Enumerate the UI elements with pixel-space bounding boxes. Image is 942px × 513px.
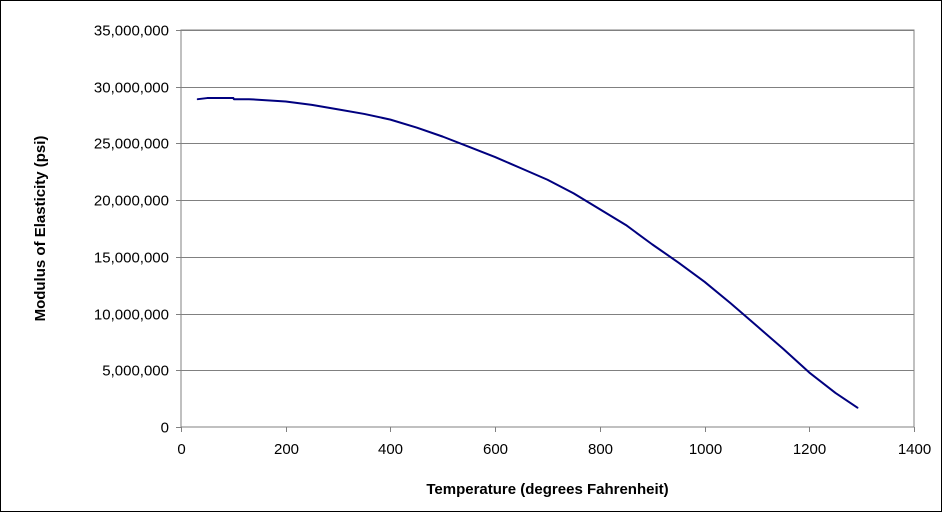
x-tick-label: 800 bbox=[588, 441, 613, 458]
series-layer bbox=[196, 97, 859, 409]
y-tick-label: 20,000,000 bbox=[94, 193, 169, 210]
tick-marks bbox=[176, 30, 915, 432]
x-tick-label: 0 bbox=[177, 441, 185, 458]
x-tick-label: 600 bbox=[483, 441, 508, 458]
x-tick-labels: 0 200 400 600 800 1000 1200 1400 bbox=[177, 441, 931, 458]
y-tick-label: 25,000,000 bbox=[94, 136, 169, 153]
y-tick-label: 15,000,000 bbox=[94, 250, 169, 267]
y-tick-label: 30,000,000 bbox=[94, 80, 169, 97]
y-tick-labels: 0 5,000,000 10,000,000 15,000,000 20,000,000… bbox=[94, 23, 169, 437]
y-tick-label: 10,000,000 bbox=[94, 307, 169, 324]
y-tick-label: 35,000,000 bbox=[94, 23, 169, 40]
y-tick-label: 0 bbox=[161, 420, 169, 437]
x-axis-title: Temperature (degrees Fahrenheit) bbox=[426, 481, 668, 498]
series-line bbox=[196, 97, 859, 409]
gridlines bbox=[181, 30, 914, 371]
plot-area bbox=[180, 29, 915, 428]
y-axis-title: Modulus of Elasticity (psi) bbox=[32, 136, 49, 322]
y-tick-label: 5,000,000 bbox=[102, 363, 169, 380]
x-tick-label: 400 bbox=[378, 441, 403, 458]
x-tick-label: 1000 bbox=[689, 441, 722, 458]
x-tick-label: 200 bbox=[274, 441, 299, 458]
x-tick-label: 1200 bbox=[793, 441, 826, 458]
x-tick-label: 1400 bbox=[898, 441, 931, 458]
